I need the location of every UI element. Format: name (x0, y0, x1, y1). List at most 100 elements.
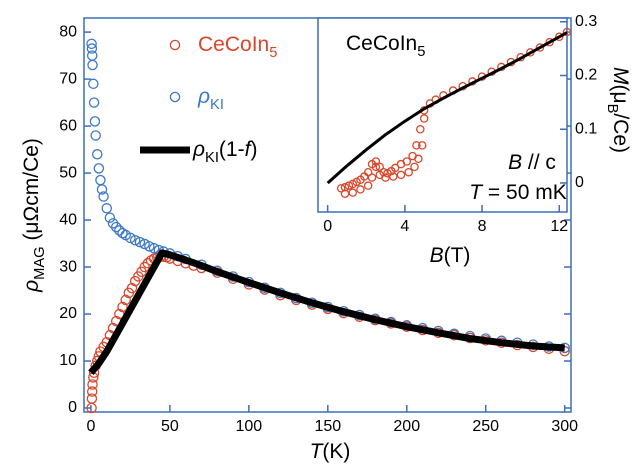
data-point (92, 149, 103, 160)
text-part: (K) (322, 440, 350, 463)
data-point (367, 173, 377, 182)
data-point (96, 184, 108, 195)
text-part: ) (250, 138, 257, 161)
data-point (134, 236, 146, 248)
ticks (326, 21, 567, 212)
data-point (88, 97, 100, 108)
x-tick-label: 0 (86, 418, 95, 435)
y-tick-label: 0.2 (575, 67, 597, 84)
data-point (144, 241, 155, 252)
data-point (404, 167, 413, 177)
y-tick-label: 0.1 (575, 120, 597, 137)
data-point (93, 163, 105, 174)
y-tick-label: 60 (59, 117, 77, 134)
inset-title: CeCoIn5 (346, 32, 425, 60)
series-line (326, 31, 568, 185)
text-part: KI (205, 150, 219, 166)
text-part: KI (210, 97, 224, 113)
data-point (390, 163, 400, 173)
data-point (117, 227, 128, 239)
data-point (348, 188, 357, 197)
data-point (412, 141, 421, 150)
text-part: CeCoIn (198, 33, 269, 56)
text-part: B (508, 151, 522, 174)
data-point (562, 27, 572, 37)
data-point (126, 282, 138, 294)
data-point (340, 189, 350, 198)
x-tick-label: 4 (400, 218, 409, 235)
data-point (371, 162, 381, 172)
x-tick-label: 150 (314, 418, 341, 435)
text-part: ρ (20, 280, 43, 293)
data-point (98, 191, 109, 202)
data-point (87, 59, 98, 71)
text-part: MAG (32, 246, 48, 279)
text-part: f (245, 138, 253, 161)
x-tick-label: 200 (393, 418, 420, 435)
data-point (545, 37, 554, 47)
data-point (535, 43, 545, 52)
data-point (110, 221, 122, 233)
x-tick-label: 250 (472, 418, 499, 435)
x-tick-label: 8 (478, 218, 487, 235)
text-part: (T) (444, 244, 471, 267)
data-point (396, 170, 406, 180)
data-point (356, 185, 365, 194)
text-part: // c (522, 151, 556, 174)
data-point (402, 157, 412, 166)
data-point (417, 141, 427, 150)
y-tick-label: 20 (59, 305, 77, 322)
data-point (88, 78, 99, 90)
text-part: 5 (269, 45, 277, 61)
text-part: ρ (197, 85, 210, 108)
data-point (86, 38, 97, 50)
text-part: ρ (192, 138, 205, 161)
data-point (86, 393, 98, 404)
data-point (101, 203, 112, 214)
data-point (344, 181, 354, 190)
legend-label: ρKI (197, 85, 224, 113)
annotation: B // c (508, 151, 556, 174)
text-part: 5 (417, 44, 425, 60)
y-axis-label: M(μB/Ce) (604, 67, 632, 153)
text-part: (1- (219, 138, 245, 161)
x-axis-label: B(T) (430, 244, 471, 267)
data-point (389, 172, 398, 181)
text-part: = 50 mK (482, 181, 567, 204)
y-tick-label: 0.3 (575, 13, 597, 30)
data-point (120, 294, 131, 306)
data-point (381, 173, 390, 182)
y-tick-label: 30 (59, 258, 77, 275)
annotation: T = 50 mK (469, 181, 566, 204)
data-point (104, 212, 116, 223)
x-tick-label: 300 (551, 418, 578, 435)
y-tick-label: 0 (68, 399, 77, 416)
y-tick-label: 10 (59, 352, 77, 369)
text-part: CeCoIn (346, 32, 417, 55)
text-part: B (430, 244, 444, 267)
legend-marker (169, 39, 181, 51)
x-axis-label: T(K) (310, 440, 351, 463)
legend-label: ρKI(1-f) (192, 138, 257, 166)
legend-label: CeCoIn5 (198, 33, 277, 61)
text-part: M (609, 67, 632, 85)
text-part: B (604, 104, 620, 114)
data-point (129, 235, 141, 246)
data-point (419, 114, 429, 123)
x-tick-label: 100 (236, 418, 263, 435)
data-point (87, 379, 98, 390)
data-point (90, 130, 101, 141)
data-point (363, 181, 373, 190)
x-tick-label: 0 (323, 218, 332, 235)
y-axis-label: ρMAG (μΩcm/Ce) (20, 138, 48, 293)
text-part: (μ (609, 84, 632, 103)
data-point (86, 43, 98, 54)
series-line (88, 249, 565, 376)
data-point (89, 116, 101, 127)
legend-marker (169, 91, 181, 103)
y-tick-label: 50 (59, 164, 77, 181)
text-part: (μΩcm/Ce) (20, 138, 43, 246)
y-tick-label: 70 (59, 70, 77, 87)
y-tick-label: 0 (575, 174, 584, 191)
